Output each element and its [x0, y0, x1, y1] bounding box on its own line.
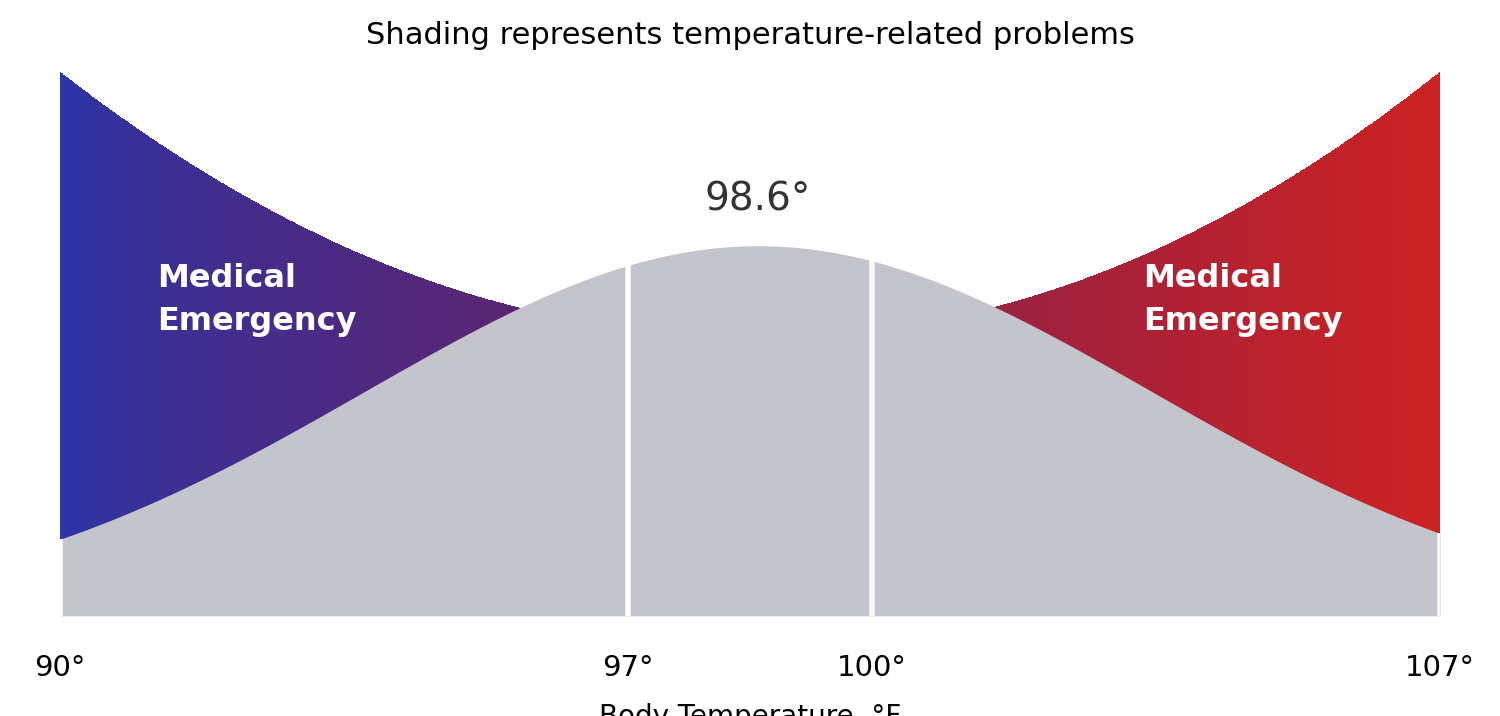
Text: Body Temperature, °F: Body Temperature, °F [598, 703, 902, 716]
Text: Medical
Emergency: Medical Emergency [158, 263, 357, 337]
Text: Shading represents temperature-related problems: Shading represents temperature-related p… [366, 21, 1134, 50]
Text: Medical
Emergency: Medical Emergency [1143, 263, 1342, 337]
Text: 90°: 90° [34, 654, 86, 682]
Text: 100°: 100° [837, 654, 906, 682]
Text: 107°: 107° [1406, 654, 1474, 682]
Text: 98.6°: 98.6° [705, 180, 812, 218]
Text: 97°: 97° [603, 654, 654, 682]
